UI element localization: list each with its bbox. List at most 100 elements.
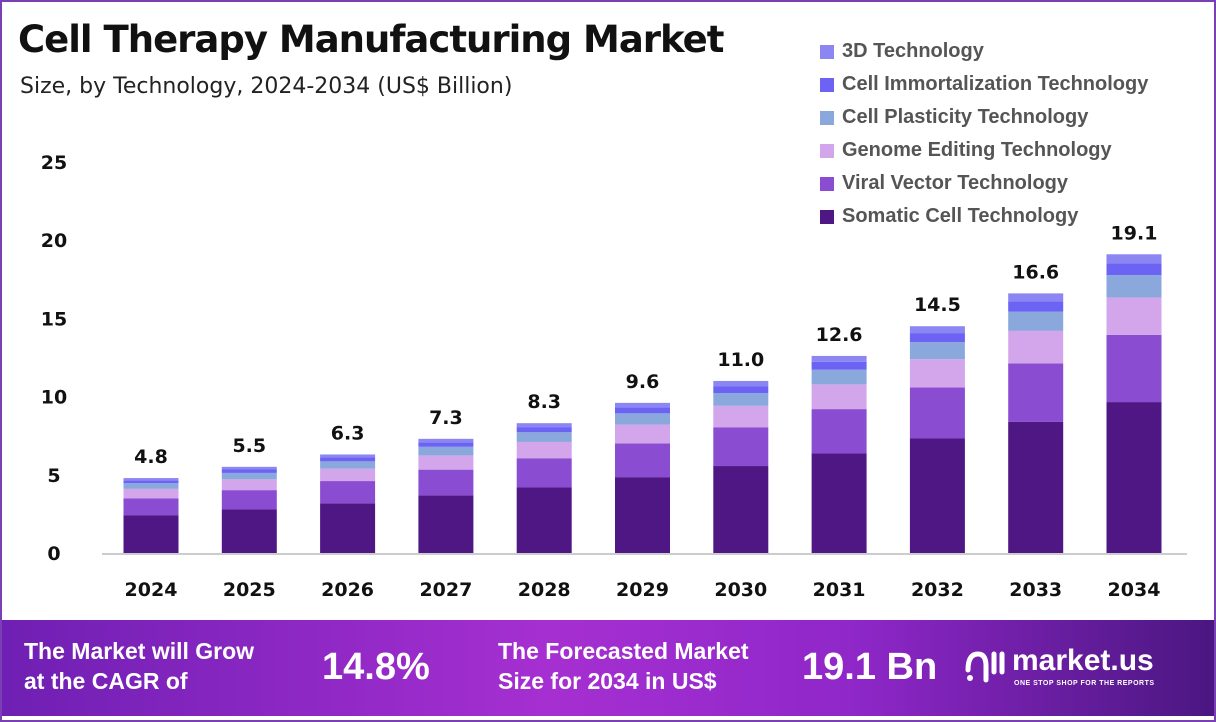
bar-segment [516, 487, 572, 553]
bar-segment [221, 466, 277, 470]
bar-segment [713, 466, 769, 553]
brand-tagline: ONE STOP SHOP FOR THE REPORTS [1014, 680, 1155, 687]
bar-segment [811, 369, 867, 385]
legend-label: Cell Immortalization Technology [842, 73, 1149, 95]
bar-segment [811, 453, 867, 553]
x-tick-label: 2034 [1108, 579, 1161, 601]
legend-label: Genome Editing Technology [842, 139, 1112, 161]
bar-segment [418, 446, 474, 456]
bar-segment [713, 386, 769, 394]
total-label: 5.5 [232, 435, 266, 457]
forecast-label-line1: The Forecasted Market [498, 638, 749, 664]
legend-swatch [820, 176, 834, 191]
cagr-label-line2: at the CAGR of [24, 668, 188, 694]
bar-segment [320, 503, 376, 553]
bar-segment [418, 469, 474, 496]
bar-segment [320, 481, 376, 504]
bar-segment [221, 509, 277, 553]
bar-segment [615, 477, 670, 553]
x-tick-label: 2026 [321, 579, 374, 601]
bar-segment [811, 409, 867, 454]
x-tick-label: 2032 [911, 579, 964, 601]
bar-segment [1106, 263, 1162, 276]
x-tick-label: 2029 [616, 579, 669, 601]
bar-segment [418, 442, 474, 447]
bar-segment [1106, 334, 1162, 403]
legend-item: Viral Vector Technology [820, 167, 1148, 200]
x-tick-label: 2033 [1009, 579, 1062, 601]
legend-item: Cell Immortalization Technology [820, 68, 1148, 101]
bar-segment [320, 461, 376, 469]
bar-segment [811, 384, 867, 410]
bar-segment [123, 478, 179, 481]
x-tick-label: 2027 [419, 579, 472, 601]
bar-segment [713, 405, 769, 428]
bar-segment [1008, 311, 1064, 331]
bar-segment [1008, 293, 1064, 302]
brand-name: market.us [1012, 644, 1154, 677]
footer-banner: The Market will Grow at the CAGR of 14.8%… [2, 620, 1214, 716]
bar-segment [811, 355, 867, 362]
bar-segment [615, 402, 670, 408]
cagr-value: 14.8% [322, 646, 430, 688]
bar-segment [123, 480, 179, 484]
total-label: 12.6 [816, 324, 863, 346]
bar-segment [320, 457, 376, 462]
legend-label: Somatic Cell Technology [842, 205, 1079, 227]
x-tick-label: 2025 [223, 579, 276, 601]
bar-segment [615, 443, 670, 478]
legend-swatch [820, 44, 834, 59]
total-label: 4.8 [134, 446, 168, 468]
bar-segment [1106, 275, 1162, 298]
bar-segment [1008, 301, 1064, 312]
y-tick-label: 10 [41, 387, 67, 409]
legend-swatch [820, 77, 834, 92]
bar-segment [123, 515, 179, 553]
bar-segment [221, 469, 277, 473]
forecast-label-line2: Size for 2034 in US$ [498, 668, 717, 694]
bar-segment [1008, 421, 1064, 553]
bar-segment [909, 438, 965, 553]
bar-segment [516, 441, 572, 459]
forecast-label: The Forecasted Market Size for 2034 in US… [498, 636, 749, 696]
bar-segment [418, 455, 474, 470]
x-tick-label: 2031 [813, 579, 866, 601]
total-label: 9.6 [626, 371, 660, 393]
y-tick-label: 0 [47, 543, 60, 565]
bar-segment [615, 407, 670, 414]
total-label: 7.3 [429, 407, 463, 429]
cagr-label-line1: The Market will Grow [24, 638, 255, 664]
total-label: 11.0 [717, 349, 764, 371]
legend-item: Somatic Cell Technology [820, 200, 1148, 233]
bar-segment [1008, 363, 1064, 422]
bar-segment [516, 458, 572, 488]
bar-chart: 05101520254.820245.520256.320267.320278.… [41, 152, 1187, 601]
total-label: 6.3 [331, 422, 365, 444]
bar-segment [1106, 402, 1162, 553]
legend-item: 3D Technology [820, 35, 1148, 68]
bar-segment [615, 413, 670, 425]
bar-segment [320, 454, 376, 458]
legend-item: Cell Plasticity Technology [820, 101, 1148, 134]
chart-subtitle: Size, by Technology, 2024-2034 (US$ Bill… [20, 74, 513, 99]
bar-segment [1106, 254, 1162, 264]
bar-segment [713, 393, 769, 406]
bar-segment [615, 424, 670, 444]
total-label: 16.6 [1012, 261, 1059, 283]
bar-segment [516, 427, 572, 433]
bar-segment [909, 387, 965, 439]
x-tick-label: 2024 [125, 579, 178, 601]
bar-segment [1106, 297, 1162, 335]
y-tick-label: 20 [41, 230, 67, 252]
bar-segment [123, 498, 179, 516]
total-label: 19.1 [1111, 222, 1158, 244]
legend: 3D Technology Cell Immortalization Techno… [820, 35, 1148, 233]
legend-swatch [820, 143, 834, 158]
total-label: 14.5 [914, 294, 961, 316]
legend-label: Cell Plasticity Technology [842, 106, 1089, 128]
x-tick-label: 2030 [714, 579, 767, 601]
x-tick-label: 2028 [518, 579, 571, 601]
bar-segment [516, 423, 572, 428]
total-label: 8.3 [527, 391, 561, 413]
